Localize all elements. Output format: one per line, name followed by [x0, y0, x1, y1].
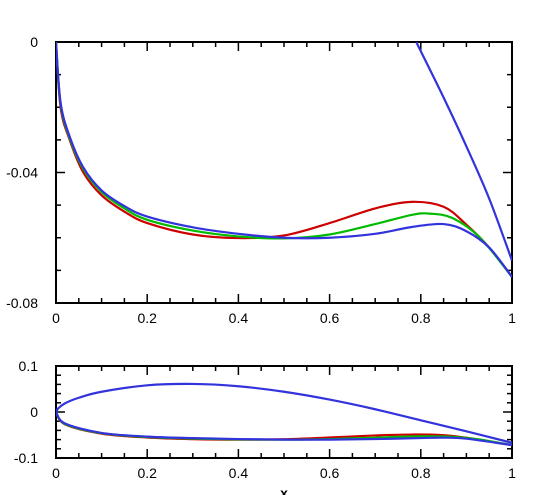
- upper-y-tick-label: -0.04: [6, 165, 38, 181]
- lower-x-tick-label: 0.2: [137, 465, 157, 481]
- lower-y-tick-label: 0: [30, 404, 38, 420]
- upper-series-line-1: [56, 42, 512, 278]
- lower-x-tick-label: 1: [508, 465, 516, 481]
- upper-x-tick-label: 0.2: [137, 310, 157, 326]
- upper-y-tick-label: -0.08: [6, 295, 38, 311]
- lower-series-line-3: [56, 382, 512, 444]
- upper-x-tick-label: 0.8: [411, 310, 431, 326]
- upper-x-tick-label: 0.4: [229, 310, 249, 326]
- lower-x-tick-label: 0.4: [229, 465, 249, 481]
- lower-x-axis-label: x: [280, 485, 288, 495]
- upper-x-tick-label: 1: [508, 310, 516, 326]
- lower-x-tick-label: 0: [52, 465, 60, 481]
- upper-y-tick-label: 0: [30, 34, 38, 50]
- upper-x-tick-label: 0.6: [320, 310, 340, 326]
- upper-series-line-2: [56, 42, 512, 278]
- upper-series-line-0: [56, 42, 512, 278]
- upper-x-tick-label: 0: [52, 310, 60, 326]
- lower-x-tick-label: 0.6: [320, 465, 340, 481]
- lower-series-line-2: [56, 411, 512, 447]
- upper-series-line-3: [415, 42, 512, 261]
- lower-y-tick-label: -0.1: [14, 450, 38, 466]
- lower-y-tick-label: 0.1: [19, 358, 39, 374]
- lower-x-tick-label: 0.8: [411, 465, 431, 481]
- lower-plot-frame: [55, 365, 513, 459]
- upper-plot-frame: [55, 41, 513, 304]
